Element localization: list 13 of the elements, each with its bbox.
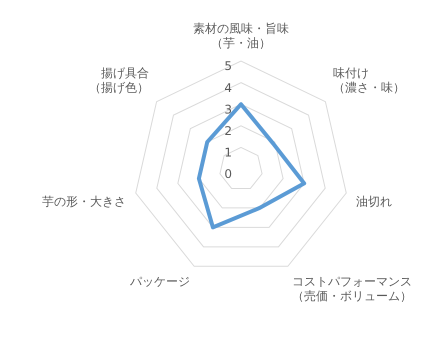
spoke-label: 素材の風味・旨味（芋・油）	[193, 22, 289, 50]
spoke-label: 芋の形・大きさ	[42, 194, 126, 209]
spoke-label: 油切れ	[356, 194, 392, 209]
y-tick-label: 2	[224, 124, 232, 138]
y-tick-label: 5	[224, 59, 232, 74]
spoke-label: 揚げ具合（揚げ色）	[88, 66, 149, 94]
y-tick-label: 1	[224, 146, 232, 160]
y-tick-label: 0	[224, 167, 232, 182]
spoke-label: コストパフォーマンス（売価・ボリューム）	[292, 274, 412, 303]
y-tick-label: 4	[224, 80, 232, 95]
spoke-label: パッケージ	[128, 274, 190, 289]
y-tick-label: 3	[224, 102, 232, 116]
spoke-label: 味付け（濃さ・味）	[333, 66, 406, 94]
